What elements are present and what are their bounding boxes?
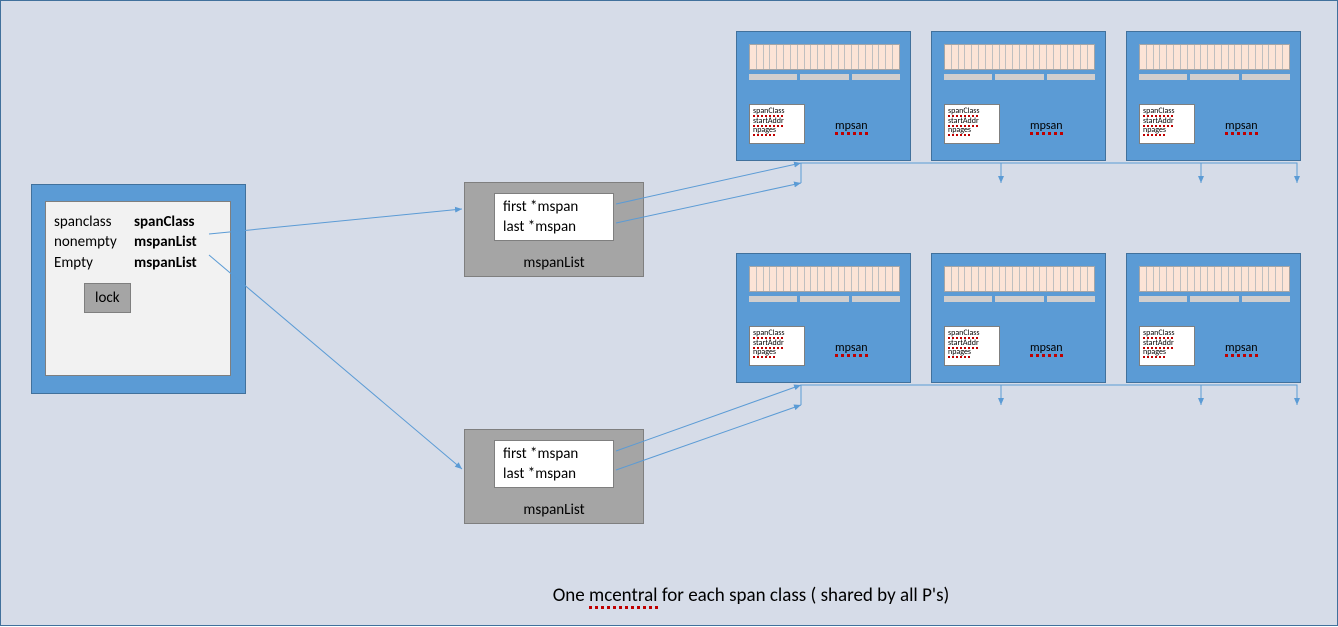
caption-post: for each span class ( shared by all P's): [658, 584, 950, 607]
lock-label: lock: [84, 283, 131, 313]
mspan-info: spanClassstartAddrnpages: [749, 104, 805, 144]
mspan-label: mpsan: [1225, 119, 1258, 133]
field-val: mspanList: [134, 232, 197, 252]
field-key: spanclass: [54, 212, 134, 232]
mspanlist-fields: first *mspanlast *mspan: [494, 440, 614, 488]
mspan-greyrow: [944, 296, 1095, 302]
mcentral-fields: spanclass spanClass nonempty mspanList E…: [45, 201, 231, 376]
mspan-greyrow: [1139, 296, 1290, 302]
field-val: spanClass: [134, 212, 194, 232]
mspan-info: spanClassstartAddrnpages: [944, 326, 1000, 366]
mspan-label: mpsan: [835, 119, 868, 133]
mspan-box: spanClassstartAddrnpages mpsan: [736, 31, 911, 161]
mspan-box: spanClassstartAddrnpages mpsan: [931, 31, 1106, 161]
mspan-slots: [1139, 266, 1290, 292]
field-key: nonempty: [54, 232, 134, 252]
field-val: mspanList: [134, 253, 197, 273]
caption-pre: One: [553, 584, 589, 607]
caption-wave: mcentral: [589, 584, 658, 607]
mspan-box: spanClassstartAddrnpages mpsan: [1126, 253, 1301, 383]
mspan-slots: [749, 44, 900, 70]
mcentral-row: Empty mspanList: [54, 253, 222, 273]
mspan-box: spanClassstartAddrnpages mpsan: [931, 253, 1106, 383]
mspan-info: spanClassstartAddrnpages: [749, 326, 805, 366]
mspan-box: spanClassstartAddrnpages mpsan: [1126, 31, 1301, 161]
mspan-slots: [749, 266, 900, 292]
mspan-slots: [1139, 44, 1290, 70]
mspan-label: mpsan: [1030, 341, 1063, 355]
mspan-slots: [944, 266, 1095, 292]
mspan-label: mpsan: [1030, 119, 1063, 133]
mspan-label: mpsan: [1225, 341, 1258, 355]
mspanlist-last: last *mspan: [503, 465, 605, 485]
mspan-greyrow: [749, 296, 900, 302]
mspan-info: spanClassstartAddrnpages: [944, 104, 1000, 144]
diagram-canvas: spanclass spanClass nonempty mspanList E…: [0, 0, 1338, 626]
mspanlist-fields: first *mspanlast *mspan: [494, 193, 614, 241]
mcentral-row: spanclass spanClass: [54, 212, 222, 232]
mspan-slots: [944, 44, 1095, 70]
mspanlist-label: mspanList: [465, 501, 643, 519]
mspan-label: mpsan: [835, 341, 868, 355]
mspanlist-first: first *mspan: [503, 198, 605, 218]
caption: One mcentral for each span class ( share…: [401, 584, 1101, 607]
mspan-info: spanClassstartAddrnpages: [1139, 104, 1195, 144]
field-key: Empty: [54, 253, 134, 273]
mspanlist-label: mspanList: [465, 254, 643, 272]
mspanlist-first: first *mspan: [503, 445, 605, 465]
mspan-greyrow: [749, 74, 900, 80]
mcentral-row: nonempty mspanList: [54, 232, 222, 252]
mspan-box: spanClassstartAddrnpages mpsan: [736, 253, 911, 383]
mspan-greyrow: [944, 74, 1095, 80]
mspan-greyrow: [1139, 74, 1290, 80]
mspanlist-last: last *mspan: [503, 218, 605, 238]
mspan-info: spanClassstartAddrnpages: [1139, 326, 1195, 366]
